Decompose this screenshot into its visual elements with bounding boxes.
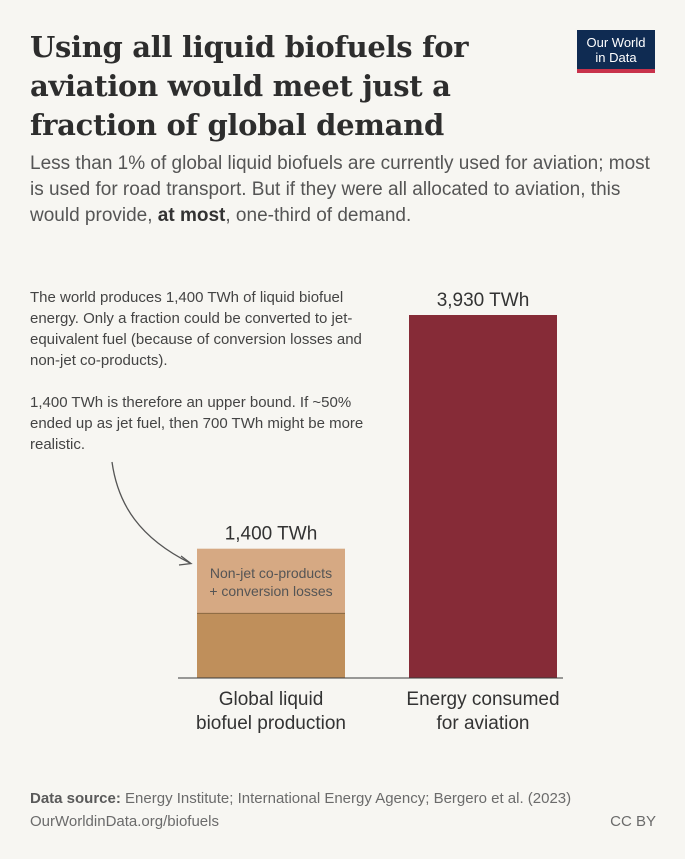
category-label-1-line-1: Global liquid: [219, 689, 324, 710]
chart-subtitle: Less than 1% of global liquid biofuels a…: [30, 151, 660, 229]
subtitle-text-end: , one-third of demand.: [225, 205, 412, 226]
bar-biofuel-jet-fuel: [197, 613, 345, 678]
bars-group: Non-jet co-products + conversion losses 1,…: [196, 290, 560, 734]
logo-line-2: in Data: [595, 50, 637, 65]
segment-label-line-2: + conversion losses: [209, 583, 332, 599]
subtitle-emphasis: at most: [157, 205, 226, 226]
annotation-arrow: [111, 461, 191, 564]
license-label[interactable]: CC BY: [610, 813, 656, 830]
source-text: Energy Institute; International Energy A…: [125, 790, 572, 807]
subtitle-text-start: Less than 1% of global liquid biofuels a…: [30, 153, 650, 226]
footer-url-link[interactable]: OurWorldinData.org/biofuels: [30, 813, 219, 830]
value-label-biofuel: 1,400 TWh: [225, 524, 318, 545]
owid-logo[interactable]: Our World in Data: [577, 30, 655, 73]
annotation-paragraph-1: The world produces 1,400 TWh of liquid b…: [30, 289, 362, 369]
segment-label-line-1: Non-jet co-products: [210, 565, 332, 581]
category-label-2-line-1: Energy consumed: [406, 689, 559, 710]
bar-aviation: [409, 315, 557, 678]
value-label-aviation: 3,930 TWh: [437, 290, 530, 311]
category-label-2-line-2: for aviation: [437, 713, 530, 734]
category-label-1-line-2: biofuel production: [196, 713, 346, 734]
annotation-paragraph-2: 1,400 TWh is therefore an upper bound. I…: [30, 394, 364, 453]
data-source-line: Data source: Energy Institute; Internati…: [30, 787, 656, 810]
logo-line-1: Our World: [586, 35, 646, 50]
chart-title: Using all liquid biofuels for aviation w…: [30, 30, 469, 142]
source-label: Data source:: [30, 790, 121, 807]
annotation-arrowhead: [178, 555, 193, 566]
bar-biofuel-co-products: [197, 548, 345, 614]
footer: Data source: Energy Institute; Internati…: [30, 787, 656, 833]
